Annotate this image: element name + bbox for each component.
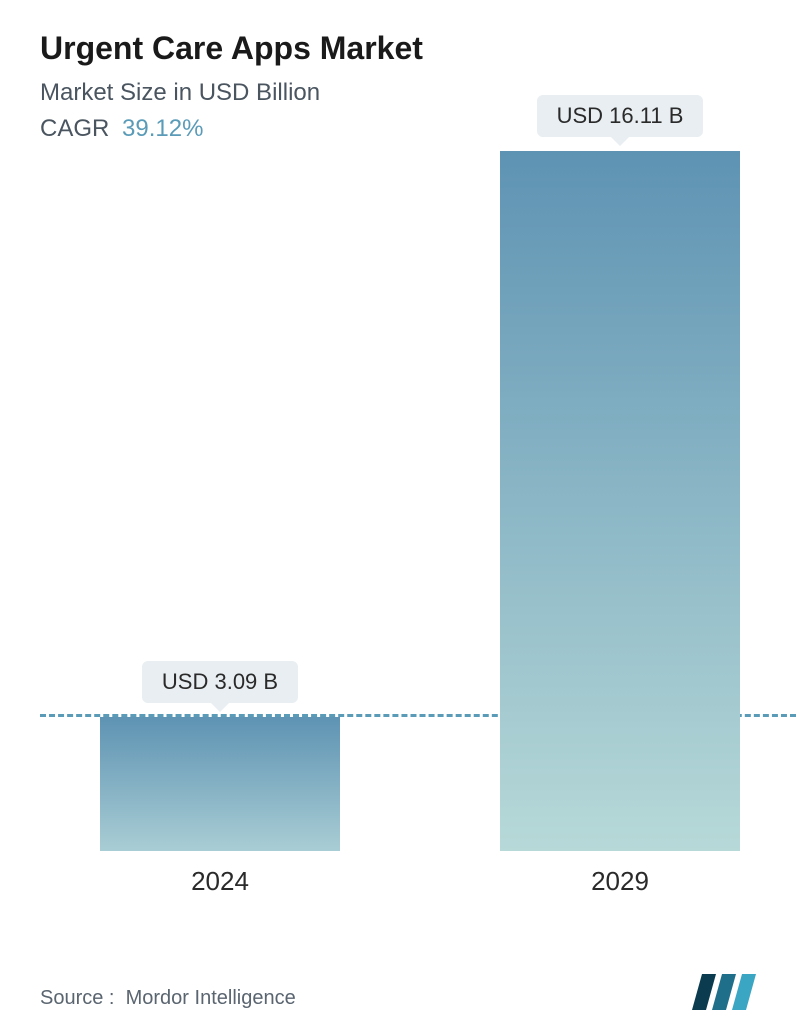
bar-value-label: USD 16.11 B [537,95,704,137]
cagr-value: 39.12% [122,115,203,142]
chart-area: USD 3.09 B2024USD 16.11 B2029 [40,151,766,911]
bar-2024: USD 3.09 B [100,661,340,851]
source-name: Mordor Intelligence [126,987,296,1009]
bar-2029: USD 16.11 B [500,95,740,851]
source-text: Source : Mordor Intelligence [40,987,296,1010]
bar-year-label: 2029 [500,866,740,897]
brand-logo-icon [692,964,766,1010]
chart-title: Urgent Care Apps Market [40,30,766,67]
source-label: Source : [40,987,114,1009]
bar-rect [500,151,740,851]
cagr-label: CAGR [40,115,109,142]
bar-value-label: USD 3.09 B [142,661,298,703]
chart-footer: Source : Mordor Intelligence [40,964,766,1010]
bar-rect [100,717,340,851]
bar-year-label: 2024 [100,866,340,897]
